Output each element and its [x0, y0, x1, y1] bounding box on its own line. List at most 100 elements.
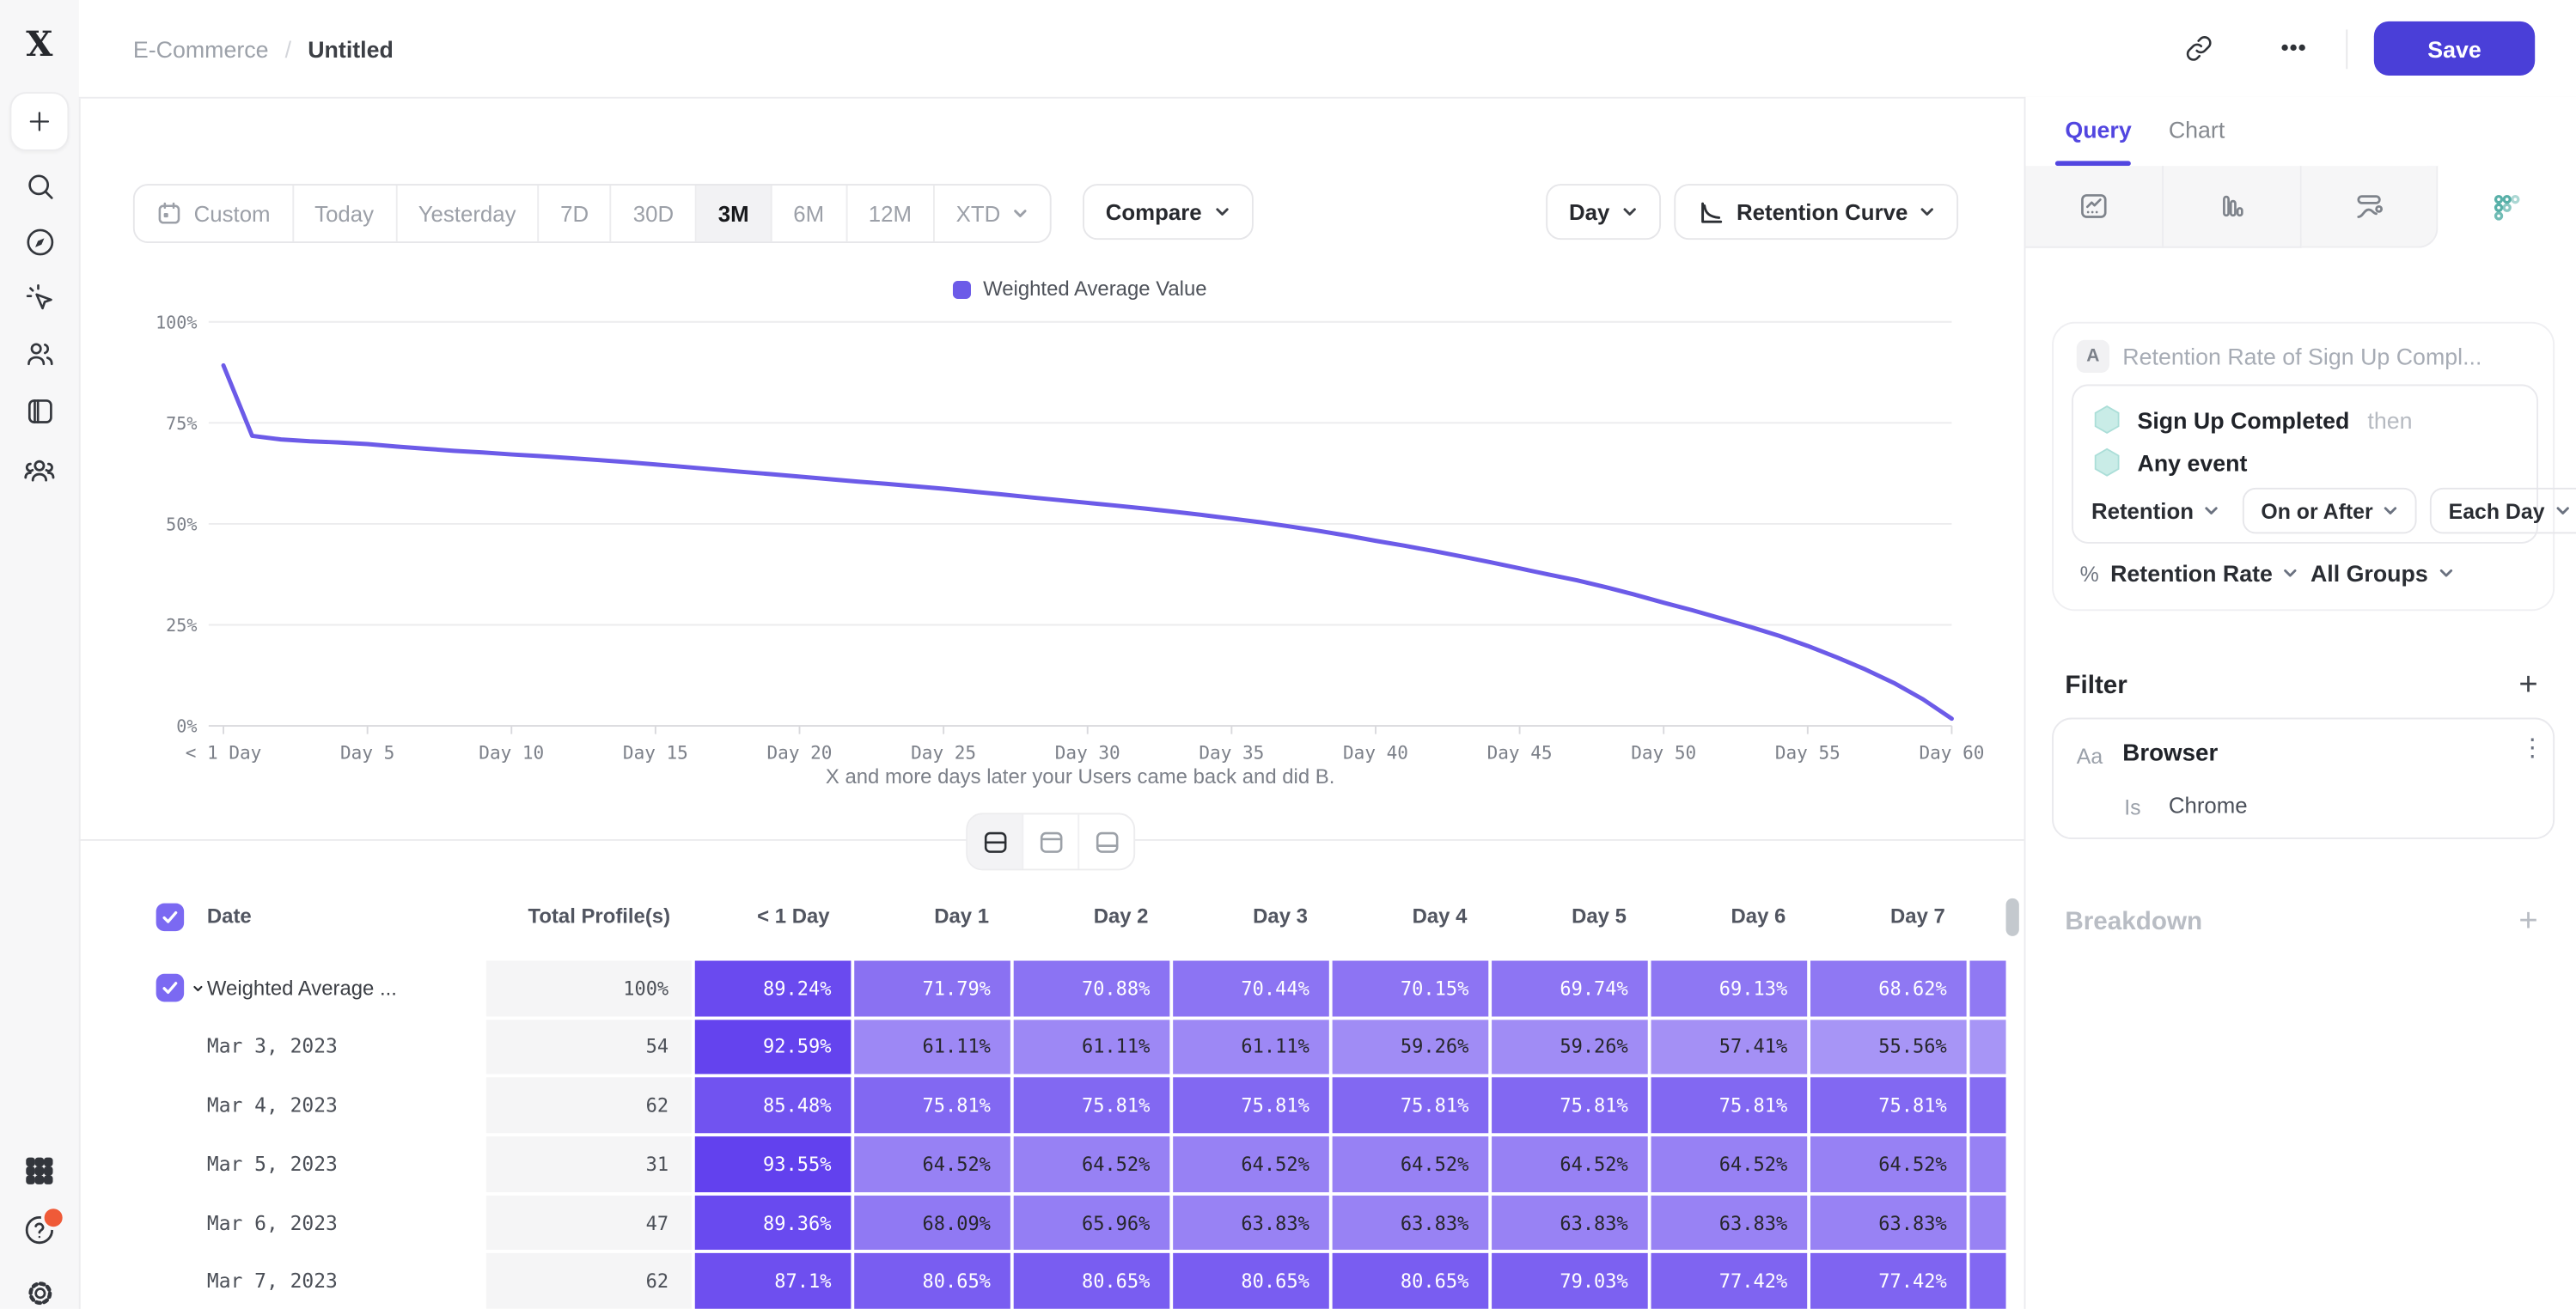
column-header[interactable]: Day 5: [1572, 904, 1627, 928]
chart-legend[interactable]: Weighted Average Value: [209, 277, 1952, 301]
chart-type-dropdown[interactable]: Retention Curve: [1674, 184, 1959, 240]
help-icon[interactable]: [20, 1205, 66, 1250]
retention-cell[interactable]: 70.15%: [1332, 960, 1489, 1016]
retention-curve-line[interactable]: [221, 362, 1954, 721]
retention-cell[interactable]: 75.81%: [1173, 1077, 1329, 1134]
range-button-custom[interactable]: Custom: [135, 186, 294, 242]
filter-value[interactable]: Chrome: [2168, 793, 2248, 819]
retention-cell[interactable]: 70.88%: [1013, 960, 1170, 1016]
retention-cell[interactable]: 63.83%: [1332, 1195, 1489, 1251]
retention-cell[interactable]: 64.52%: [1013, 1136, 1170, 1192]
search-icon[interactable]: [20, 166, 59, 205]
retention-cell[interactable]: 75.81%: [854, 1077, 1010, 1134]
column-header[interactable]: Day 7: [1890, 904, 1945, 928]
layout-bottom-panel-button[interactable]: [1079, 814, 1133, 868]
more-options-icon[interactable]: [2268, 23, 2317, 72]
retention-cell[interactable]: 80.65%: [854, 1253, 1010, 1309]
retention-cell[interactable]: 75.81%: [1969, 1253, 2006, 1309]
flow-sankey-icon[interactable]: [2300, 166, 2439, 248]
share-link-icon[interactable]: [2174, 23, 2223, 72]
settings-gear-icon[interactable]: [20, 1273, 59, 1309]
retention-cell[interactable]: 63.83%: [1969, 1195, 2006, 1251]
retention-dots-icon[interactable]: [2438, 166, 2576, 248]
retention-cell[interactable]: 68.09%: [854, 1195, 1010, 1251]
filter-operator[interactable]: Is: [2124, 795, 2141, 820]
column-header[interactable]: Day 4: [1412, 904, 1468, 928]
retention-cell[interactable]: 64.52%: [1651, 1136, 1808, 1192]
granularity-dropdown[interactable]: Day: [1546, 184, 1661, 240]
column-header[interactable]: Day 1: [934, 904, 990, 928]
save-button[interactable]: Save: [2373, 21, 2536, 76]
retention-cell[interactable]: 55.56%: [1969, 1019, 2006, 1075]
query-title[interactable]: Retention Rate of Sign Up Compl...: [2122, 343, 2482, 370]
retention-cell[interactable]: 74.19%: [1969, 1077, 2006, 1134]
cohorts-group-icon[interactable]: [20, 450, 59, 490]
retention-cell[interactable]: 65.96%: [1013, 1195, 1170, 1251]
retention-cell[interactable]: 63.83%: [1810, 1195, 1967, 1251]
column-header[interactable]: Total Profile(s): [528, 904, 671, 928]
retention-cell[interactable]: 80.65%: [1332, 1253, 1489, 1309]
column-header[interactable]: Day 3: [1253, 904, 1308, 928]
column-header[interactable]: Day 6: [1731, 904, 1786, 928]
returning-event-row[interactable]: Any event: [2091, 447, 2247, 478]
retention-cell[interactable]: 89.36%: [694, 1195, 852, 1251]
retention-cell[interactable]: 59.26%: [1332, 1019, 1489, 1075]
range-button-today[interactable]: Today: [293, 186, 397, 242]
retention-cell[interactable]: 75.81%: [1332, 1077, 1489, 1134]
retention-mode-dropdown[interactable]: Retention: [2081, 498, 2230, 523]
retention-cell[interactable]: 68.62%: [1810, 960, 1967, 1016]
row-checkbox[interactable]: [156, 974, 185, 1002]
retention-cell[interactable]: 75.81%: [1013, 1077, 1170, 1134]
compare-button[interactable]: Compare: [1083, 184, 1253, 240]
retention-cell[interactable]: 80.65%: [1013, 1253, 1170, 1309]
retention-cell[interactable]: 64.52%: [1492, 1136, 1648, 1192]
add-filter-button[interactable]: +: [2518, 667, 2538, 703]
retention-cell[interactable]: 70.44%: [1173, 960, 1329, 1016]
retention-cell[interactable]: 63.83%: [1492, 1195, 1648, 1251]
retention-cell[interactable]: 61.11%: [1013, 1019, 1170, 1075]
retention-cell[interactable]: 79.03%: [1492, 1253, 1648, 1309]
column-header[interactable]: < 1 Day: [757, 904, 830, 928]
range-button-30d[interactable]: 30D: [612, 186, 697, 242]
retention-cell[interactable]: 77.42%: [1810, 1253, 1967, 1309]
retention-cell[interactable]: 55.56%: [1810, 1019, 1967, 1075]
range-button-6m[interactable]: 6M: [772, 186, 847, 242]
range-button-yesterday[interactable]: Yesterday: [397, 186, 540, 242]
filter-kebab-icon[interactable]: ⋮: [2519, 734, 2545, 763]
range-button-3m[interactable]: 3M: [696, 186, 772, 242]
breadcrumb-parent[interactable]: E-Commerce: [132, 35, 269, 62]
range-button-7d[interactable]: 7D: [539, 186, 612, 242]
each-day-dropdown[interactable]: Each Day: [2430, 487, 2576, 534]
filter-card[interactable]: Aa Browser ⋮ Is Chrome: [2052, 717, 2555, 840]
layout-top-panel-button[interactable]: [1023, 814, 1080, 869]
add-icon[interactable]: [9, 92, 70, 151]
select-all-checkbox[interactable]: [156, 902, 185, 931]
retention-cell[interactable]: 69.13%: [1651, 960, 1808, 1016]
on-or-after-dropdown[interactable]: On or After: [2243, 487, 2418, 534]
retention-cell[interactable]: 69.74%: [1492, 960, 1648, 1016]
retention-cell[interactable]: 64.52%: [1969, 1136, 2006, 1192]
retention-cell[interactable]: 80.65%: [1173, 1253, 1329, 1309]
metric-dropdown[interactable]: Retention Rate: [2110, 560, 2298, 587]
app-logo[interactable]: X: [20, 27, 59, 66]
retention-cell[interactable]: 93.55%: [694, 1136, 852, 1192]
events-cursor-icon[interactable]: [20, 277, 59, 317]
retention-cell[interactable]: 64.52%: [1332, 1136, 1489, 1192]
filter-property[interactable]: Browser: [2122, 740, 2219, 767]
breadcrumb-current[interactable]: Untitled: [308, 35, 394, 62]
retention-cell[interactable]: 57.41%: [1651, 1019, 1808, 1075]
range-button-12m[interactable]: 12M: [847, 186, 935, 242]
retention-cell[interactable]: 75.81%: [1810, 1077, 1967, 1134]
apps-grid-icon[interactable]: [20, 1151, 59, 1190]
retention-cell[interactable]: 64.52%: [1173, 1136, 1329, 1192]
retention-cell[interactable]: 75.81%: [1651, 1077, 1808, 1134]
column-header[interactable]: Day 2: [1093, 904, 1149, 928]
tab-query[interactable]: Query: [2065, 116, 2132, 143]
retention-cell[interactable]: 63.83%: [1651, 1195, 1808, 1251]
first-event-row[interactable]: Sign Up Completed then: [2091, 404, 2413, 435]
column-header[interactable]: Day 8: [1969, 886, 2005, 946]
column-header-date[interactable]: Date: [206, 904, 252, 928]
add-breakdown-button[interactable]: +: [2518, 903, 2538, 940]
retention-cell[interactable]: 59.26%: [1492, 1019, 1648, 1075]
insights-chart-icon[interactable]: [2025, 166, 2164, 248]
